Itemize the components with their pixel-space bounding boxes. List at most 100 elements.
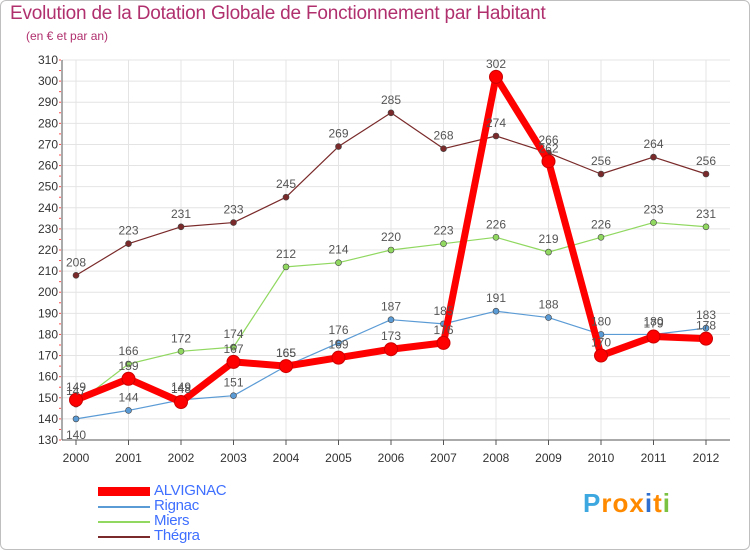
data-label: 233	[643, 203, 663, 217]
data-point	[702, 223, 710, 231]
data-point	[492, 234, 500, 241]
y-tick-label: 200	[38, 285, 58, 299]
data-label: 172	[171, 331, 191, 345]
data-point	[541, 154, 556, 169]
data-point	[387, 109, 395, 117]
x-tick-label: 2008	[483, 451, 510, 465]
data-point	[597, 170, 605, 178]
logo-letter: i	[644, 488, 654, 518]
legend-swatch	[98, 506, 150, 508]
data-label: 223	[433, 224, 453, 238]
y-tick-label: 280	[38, 116, 58, 130]
data-label: 188	[538, 298, 558, 312]
x-tick-label: 2004	[273, 451, 300, 465]
data-label: 256	[696, 154, 716, 168]
legend-label: Thégra	[154, 527, 200, 544]
y-tick-label: 180	[38, 327, 58, 341]
data-point	[177, 348, 185, 355]
data-label: 266	[538, 133, 558, 147]
data-label: 140	[66, 428, 86, 442]
y-tick-label: 220	[38, 243, 58, 257]
x-tick-label: 2003	[220, 451, 247, 465]
data-point	[69, 392, 83, 407]
y-tick-label: 210	[38, 264, 58, 278]
data-label: 179	[643, 317, 663, 331]
data-label: 178	[696, 319, 716, 333]
y-tick-label: 170	[38, 349, 58, 363]
data-label: 159	[118, 359, 138, 373]
data-point	[230, 219, 237, 226]
data-point	[230, 343, 237, 351]
data-label: 269	[328, 127, 348, 141]
y-tick-label: 190	[38, 306, 58, 320]
data-point	[646, 329, 661, 344]
data-point	[335, 339, 342, 347]
y-tick-label: 240	[38, 201, 58, 215]
x-tick-label: 2002	[168, 451, 195, 465]
data-label: 183	[696, 308, 716, 322]
data-label: 226	[591, 217, 611, 231]
y-tick-label: 270	[38, 137, 58, 151]
data-point	[436, 335, 451, 350]
data-label: 185	[433, 304, 453, 318]
x-tick-label: 2011	[641, 451, 667, 465]
data-point	[125, 360, 132, 368]
logo-letter: o	[612, 488, 630, 518]
data-label: 245	[276, 177, 296, 191]
data-label: 187	[381, 300, 401, 314]
logo-letter: i	[662, 488, 671, 518]
data-point	[72, 272, 80, 279]
proxiti-logo: Proxiti	[583, 488, 671, 519]
x-tick-label: 2012	[693, 451, 720, 465]
data-label: 166	[118, 344, 138, 358]
y-tick-label: 290	[38, 95, 58, 109]
data-point	[72, 415, 80, 423]
x-tick-label: 2001	[115, 451, 142, 465]
data-label: 147	[66, 384, 86, 398]
data-point	[125, 407, 132, 414]
legend-swatch	[98, 487, 150, 496]
data-point	[702, 324, 710, 332]
y-tick-label: 300	[38, 74, 58, 88]
data-label: 149	[66, 380, 86, 394]
x-tick-label: 2000	[63, 451, 90, 465]
data-label: 302	[486, 57, 506, 71]
legend-label: Rignac	[154, 497, 199, 514]
data-point	[174, 395, 188, 409]
x-tick-label: 2005	[325, 451, 352, 465]
y-tick-label: 150	[38, 391, 58, 405]
data-label: 176	[433, 323, 453, 337]
legend-label: ALVIGNAC	[154, 482, 227, 499]
data-point	[282, 263, 290, 271]
data-label: 165	[276, 346, 296, 360]
data-point	[335, 259, 342, 266]
data-point	[125, 240, 132, 247]
data-point	[650, 219, 657, 226]
data-label: 223	[118, 224, 138, 238]
data-label: 262	[538, 141, 558, 155]
logo-letter: P	[583, 488, 602, 518]
data-label: 231	[171, 207, 191, 221]
data-label: 180	[591, 314, 611, 328]
data-label: 231	[696, 207, 716, 221]
data-label: 214	[328, 243, 348, 257]
data-point	[597, 234, 605, 241]
data-label: 219	[538, 232, 558, 246]
data-label: 256	[591, 154, 611, 168]
data-point	[699, 331, 713, 346]
data-point	[594, 348, 608, 363]
data-label: 274	[486, 116, 506, 130]
data-label: 169	[328, 338, 348, 352]
data-point	[226, 354, 241, 369]
data-label: 167	[223, 342, 243, 356]
y-tick-label: 250	[38, 180, 58, 194]
data-point	[387, 316, 395, 323]
data-point	[440, 145, 447, 152]
data-label: 233	[223, 203, 243, 217]
data-label: 149	[171, 380, 191, 394]
legend-label: Miers	[154, 512, 190, 529]
y-tick-label: 140	[38, 412, 58, 426]
data-point	[335, 143, 342, 150]
data-label: 148	[171, 382, 191, 396]
